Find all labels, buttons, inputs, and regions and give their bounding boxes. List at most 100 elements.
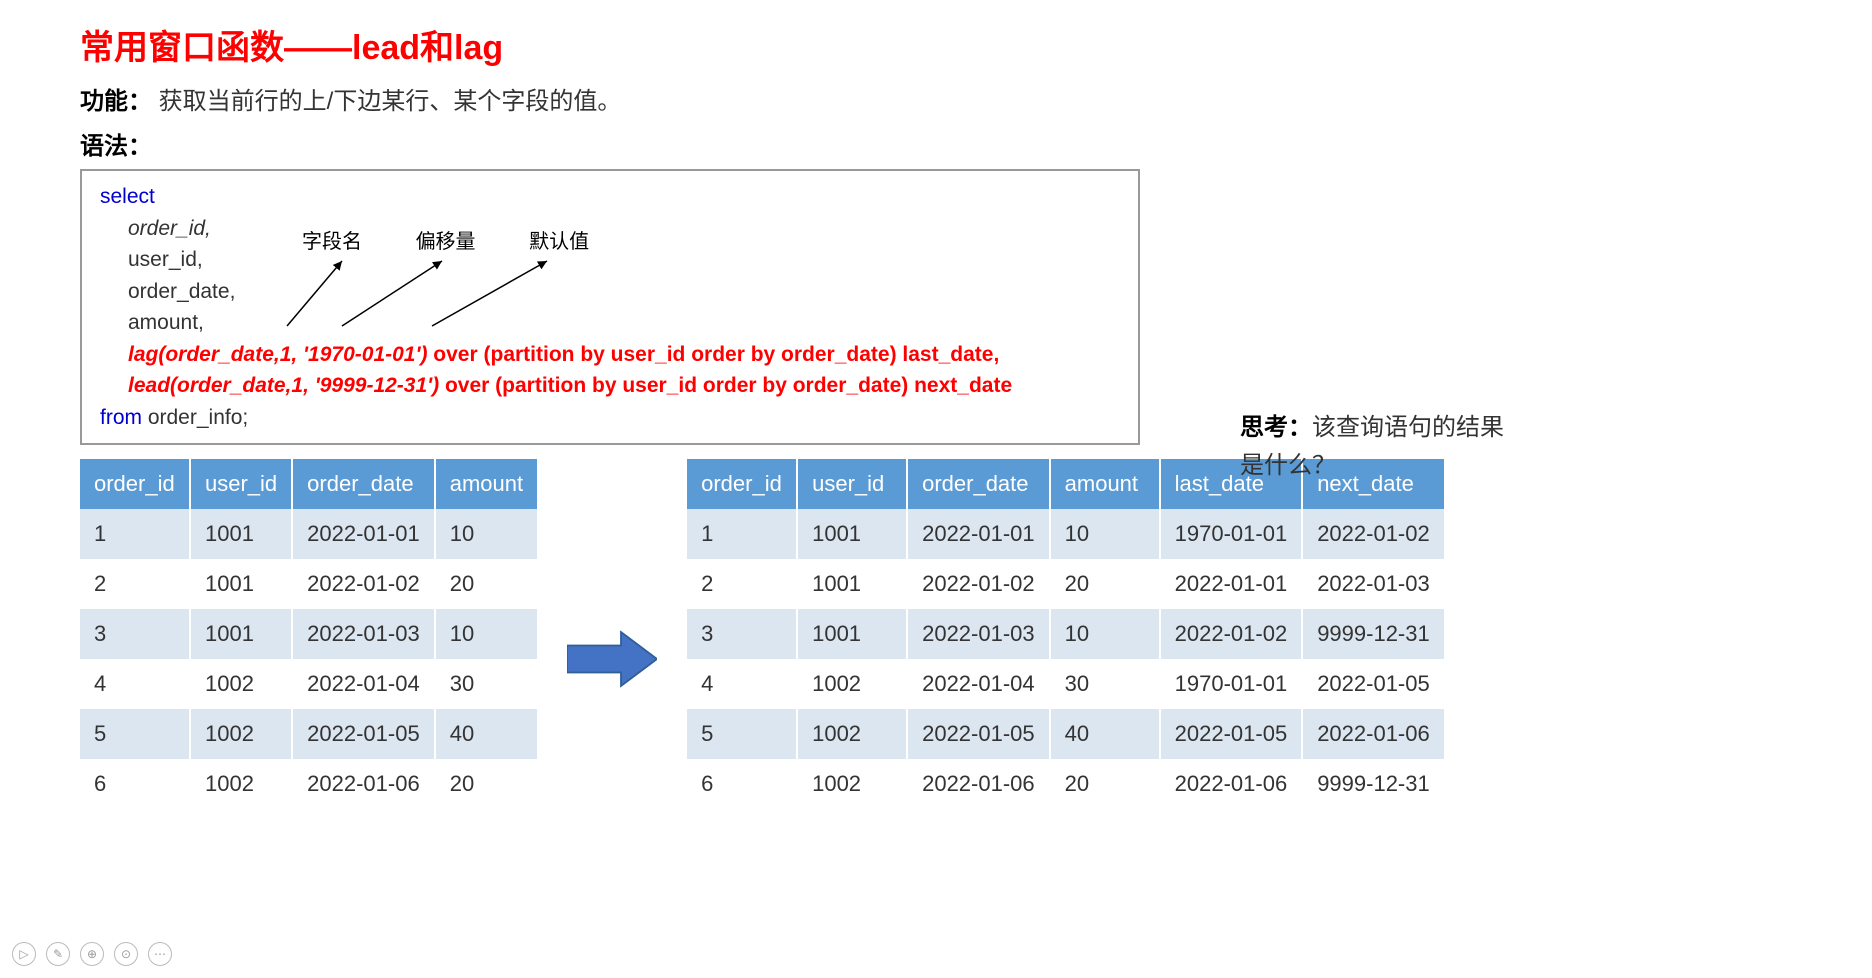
table-header: user_id: [797, 459, 907, 509]
input-table: order_iduser_idorder_dateamount 11001202…: [80, 459, 537, 809]
annotations: 字段名 偏移量 默认值: [302, 227, 637, 257]
table-cell: 2022-01-01: [1160, 559, 1303, 609]
kw-select: select: [100, 185, 155, 208]
table-header: amount: [1050, 459, 1160, 509]
table-cell: 40: [1050, 709, 1160, 759]
table-cell: 2022-01-04: [292, 659, 435, 709]
table-header: order_date: [292, 459, 435, 509]
pointer-icon[interactable]: ⊕: [80, 942, 104, 966]
code-line1: order_id,: [128, 217, 211, 240]
thinking-box: 思考：该查询语句的结果是什么？: [1240, 409, 1520, 486]
table-cell: 2022-01-02: [1160, 609, 1303, 659]
output-table: order_iduser_idorder_dateamountlast_date…: [687, 459, 1444, 809]
annotation-field: 字段名: [302, 231, 362, 253]
table-cell: 10: [1050, 609, 1160, 659]
table-cell: 30: [1050, 659, 1160, 709]
syntax-label: 语法：: [80, 126, 1792, 161]
table-row: 610022022-01-0620: [80, 759, 537, 809]
table-cell: 4: [80, 659, 190, 709]
table-cell: 2022-01-02: [907, 559, 1050, 609]
table-cell: 4: [687, 659, 797, 709]
result-arrow-icon: [567, 629, 657, 689]
lead-over: over (partition by user_id order by orde…: [439, 374, 1012, 397]
table-row: 410022022-01-0430: [80, 659, 537, 709]
table-cell: 2022-01-06: [1160, 759, 1303, 809]
function-row: 功能： 获取当前行的上/下边某行、某个字段的值。: [80, 81, 1792, 116]
table-cell: 9999-12-31: [1302, 609, 1444, 659]
table-cell: 2022-01-04: [907, 659, 1050, 709]
table-cell: 1: [687, 509, 797, 559]
play-icon[interactable]: ▷: [12, 942, 36, 966]
table-cell: 10: [435, 509, 537, 559]
code-line4: amount,: [128, 311, 204, 334]
zoom-icon[interactable]: ⊙: [114, 942, 138, 966]
table-cell: 30: [435, 659, 537, 709]
table-cell: 1002: [190, 659, 292, 709]
table-cell: 2022-01-03: [907, 609, 1050, 659]
table-cell: 2022-01-05: [1302, 659, 1444, 709]
table-row: 310012022-01-0310: [80, 609, 537, 659]
table-header: user_id: [190, 459, 292, 509]
table-cell: 1002: [797, 709, 907, 759]
table-cell: 1002: [190, 709, 292, 759]
table-header: order_id: [80, 459, 190, 509]
table-cell: 1001: [797, 509, 907, 559]
kw-from: from: [100, 406, 142, 429]
lag-over: over (partition by user_id order by orde…: [427, 343, 999, 366]
page-title: 常用窗口函数——lead和lag: [80, 20, 1792, 69]
table-cell: 5: [80, 709, 190, 759]
code-block: select order_id, user_id, order_date, am…: [80, 169, 1140, 445]
table-cell: 1001: [190, 509, 292, 559]
table-row: 210012022-01-02202022-01-012022-01-03: [687, 559, 1444, 609]
table-cell: 1002: [797, 759, 907, 809]
more-icon[interactable]: ⋯: [148, 942, 172, 966]
table-cell: 2022-01-03: [1302, 559, 1444, 609]
thinking-label: 思考：: [1240, 414, 1312, 441]
table-cell: 2022-01-01: [907, 509, 1050, 559]
pen-icon[interactable]: ✎: [46, 942, 70, 966]
table-cell: 1002: [797, 659, 907, 709]
table-cell: 20: [435, 759, 537, 809]
table-cell: 40: [435, 709, 537, 759]
table-header: amount: [435, 459, 537, 509]
table-cell: 2022-01-06: [292, 759, 435, 809]
table-row: 510022022-01-05402022-01-052022-01-06: [687, 709, 1444, 759]
table-cell: 2022-01-03: [292, 609, 435, 659]
annotation-default: 默认值: [529, 231, 589, 253]
table-row: 110012022-01-0110: [80, 509, 537, 559]
table-cell: 3: [80, 609, 190, 659]
table-cell: 5: [687, 709, 797, 759]
table-cell: 1002: [190, 759, 292, 809]
table-cell: 1001: [190, 609, 292, 659]
table-cell: 2022-01-06: [1302, 709, 1444, 759]
player-controls: ▷ ✎ ⊕ ⊙ ⋯: [12, 942, 172, 966]
table-row: 210012022-01-0220: [80, 559, 537, 609]
table-cell: 1001: [797, 609, 907, 659]
table-cell: 1970-01-01: [1160, 659, 1303, 709]
table-cell: 2022-01-05: [907, 709, 1050, 759]
table-cell: 2: [80, 559, 190, 609]
table-cell: 1001: [797, 559, 907, 609]
lead-func: lead(order_date,1, '9999-12-31'): [128, 374, 439, 397]
table-cell: 10: [1050, 509, 1160, 559]
from-table: order_info;: [142, 406, 248, 429]
function-label: 功能：: [80, 88, 152, 115]
table-cell: 2022-01-06: [907, 759, 1050, 809]
table-cell: 3: [687, 609, 797, 659]
table-cell: 6: [80, 759, 190, 809]
code-line3: order_date,: [128, 280, 235, 303]
table-cell: 20: [435, 559, 537, 609]
table-cell: 1970-01-01: [1160, 509, 1303, 559]
table-cell: 2022-01-02: [292, 559, 435, 609]
annotation-offset: 偏移量: [416, 231, 476, 253]
table-cell: 9999-12-31: [1302, 759, 1444, 809]
table-cell: 10: [435, 609, 537, 659]
table-cell: 20: [1050, 559, 1160, 609]
table-header: order_date: [907, 459, 1050, 509]
table-cell: 6: [687, 759, 797, 809]
table-cell: 2022-01-05: [1160, 709, 1303, 759]
function-text: 获取当前行的上/下边某行、某个字段的值。: [159, 88, 622, 115]
table-cell: 2022-01-05: [292, 709, 435, 759]
lag-func: lag(order_date,1, '1970-01-01'): [128, 343, 427, 366]
table-cell: 1001: [190, 559, 292, 609]
